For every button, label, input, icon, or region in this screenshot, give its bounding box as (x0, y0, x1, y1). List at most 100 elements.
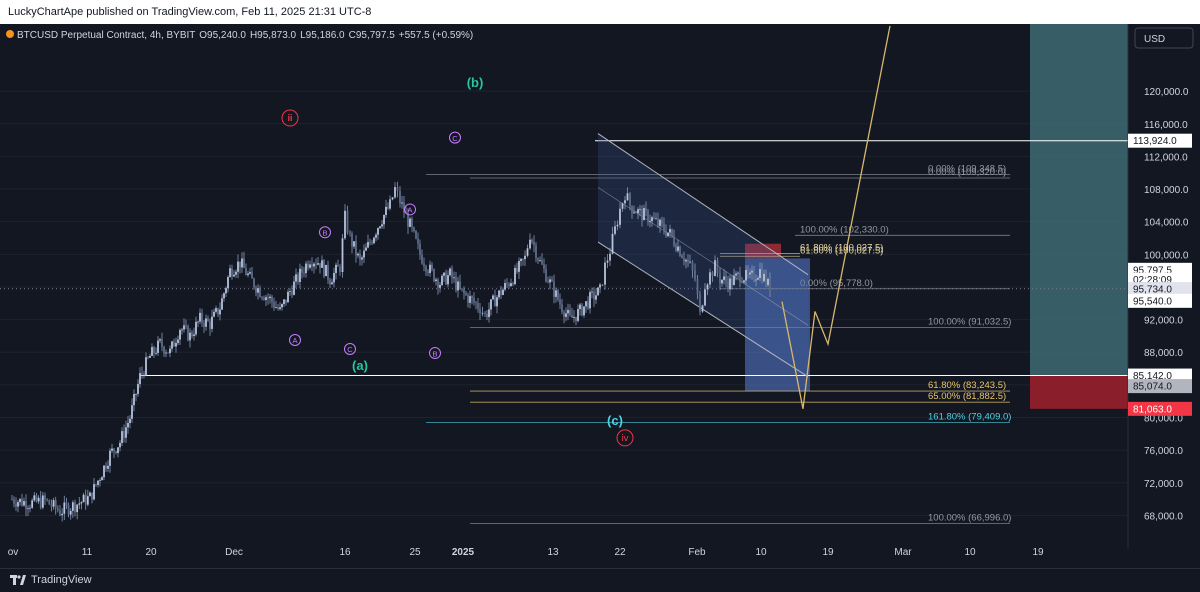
candle-body (21, 498, 23, 506)
candle-body (699, 294, 701, 312)
candle-body (44, 495, 46, 500)
candle-body (183, 325, 185, 330)
channel-fill (598, 133, 808, 377)
x-tick-label: 19 (1032, 547, 1044, 558)
candle-body (129, 418, 131, 424)
candle-body (537, 258, 539, 261)
candle-body (349, 232, 351, 234)
candle-body (467, 294, 469, 303)
candle-body (443, 272, 445, 276)
channel (597, 133, 809, 378)
candle-body (351, 233, 353, 247)
candle-body (595, 295, 597, 300)
fib-level-label: 100.00% (91,032.5) (928, 316, 1011, 327)
candle-body (125, 427, 127, 438)
candle-body (469, 296, 471, 303)
candle-body (205, 318, 207, 327)
fib-levels: 0.00% (109,348.5)0.00% (109,320.0) 100.00… (0, 140, 1128, 525)
candle-body (123, 431, 125, 438)
candle-body (729, 278, 731, 290)
chart-title[interactable]: BTCUSD Perpetual Contract, 4h, BYBIT O95,… (17, 30, 473, 41)
candle-body (653, 217, 655, 219)
x-tick-label: 22 (614, 547, 626, 558)
candle-body (439, 284, 441, 288)
candle-body (35, 495, 38, 502)
candle-body (261, 297, 263, 298)
candle-body (283, 299, 285, 305)
candle-body (78, 503, 81, 505)
price-label: 95,734.0 (1133, 285, 1172, 296)
candle-body (541, 260, 543, 265)
currency-box[interactable]: USD (1134, 27, 1194, 49)
candle-body (309, 264, 311, 268)
footer-brand-text: TradingView (31, 574, 92, 586)
candle-body (526, 248, 529, 256)
candle-body (409, 218, 411, 227)
candle-body (289, 291, 291, 292)
wave-circle (449, 131, 461, 144)
x-tick-label: 19 (822, 547, 834, 558)
candle-body (147, 357, 149, 359)
x-tick-label: 10 (964, 547, 976, 558)
price-chart[interactable]: 0.00% (109,348.5)0.00% (109,320.0)100.00… (0, 24, 1200, 568)
candle-body (407, 212, 409, 227)
candle-body (557, 290, 559, 300)
footer-brand[interactable]: TradingView (10, 569, 92, 591)
candle-body (237, 261, 239, 272)
candle-body (565, 313, 567, 317)
candle-body (665, 230, 667, 237)
projection (781, 25, 891, 409)
candle-body (103, 465, 105, 478)
candle-body (383, 214, 385, 225)
candle-body (135, 393, 137, 395)
candle-body (385, 206, 387, 215)
candle-body (265, 297, 267, 300)
candle-body (465, 293, 467, 295)
candle-body (687, 259, 689, 262)
candle-body (361, 257, 363, 260)
candle-body (69, 510, 72, 515)
candle-body (490, 299, 492, 310)
x-tick-label: 25 (409, 547, 421, 558)
candle-body (201, 312, 203, 323)
candle-body (251, 272, 253, 279)
currency-box-frame (1134, 27, 1194, 49)
candle-body (749, 272, 751, 275)
candle-body (701, 305, 704, 312)
price-label-bg (1128, 293, 1192, 308)
candle-body (143, 373, 145, 376)
stop-loss-zone (1030, 375, 1128, 409)
candle-body (725, 276, 727, 282)
candle-body (604, 262, 606, 285)
candle-body (616, 224, 619, 227)
candle-body (233, 274, 235, 277)
candle-body (639, 208, 641, 210)
candle-body (133, 394, 135, 406)
candle-body (745, 270, 747, 281)
candle-body (225, 288, 227, 294)
y-tick-label: 88,000.0 (1144, 348, 1183, 359)
candle-body (339, 266, 341, 272)
candle-body (583, 306, 585, 316)
channel-upper (597, 133, 809, 276)
candle-body (89, 492, 91, 497)
candle-body (553, 281, 555, 297)
candle-body (721, 279, 723, 284)
candle-body (187, 326, 189, 341)
candle-body (369, 241, 371, 243)
price-label-bg (1128, 282, 1192, 297)
candle-body (577, 309, 579, 321)
chart-area[interactable]: 0.00% (109,348.5) 0.00% (109,320.0) 100.00… (0, 24, 1200, 568)
candle-body (571, 315, 573, 318)
x-tick-label: Dec (225, 547, 243, 558)
candle-body (647, 210, 649, 223)
candle-body (241, 258, 243, 268)
take-profit-zone (1030, 24, 1128, 376)
candle-body (689, 261, 691, 263)
candle-body (706, 284, 709, 290)
candle-body (155, 352, 157, 354)
candle-body (231, 268, 233, 277)
candle-body (341, 238, 344, 272)
candle-body (217, 308, 219, 315)
candle-body (353, 241, 355, 247)
